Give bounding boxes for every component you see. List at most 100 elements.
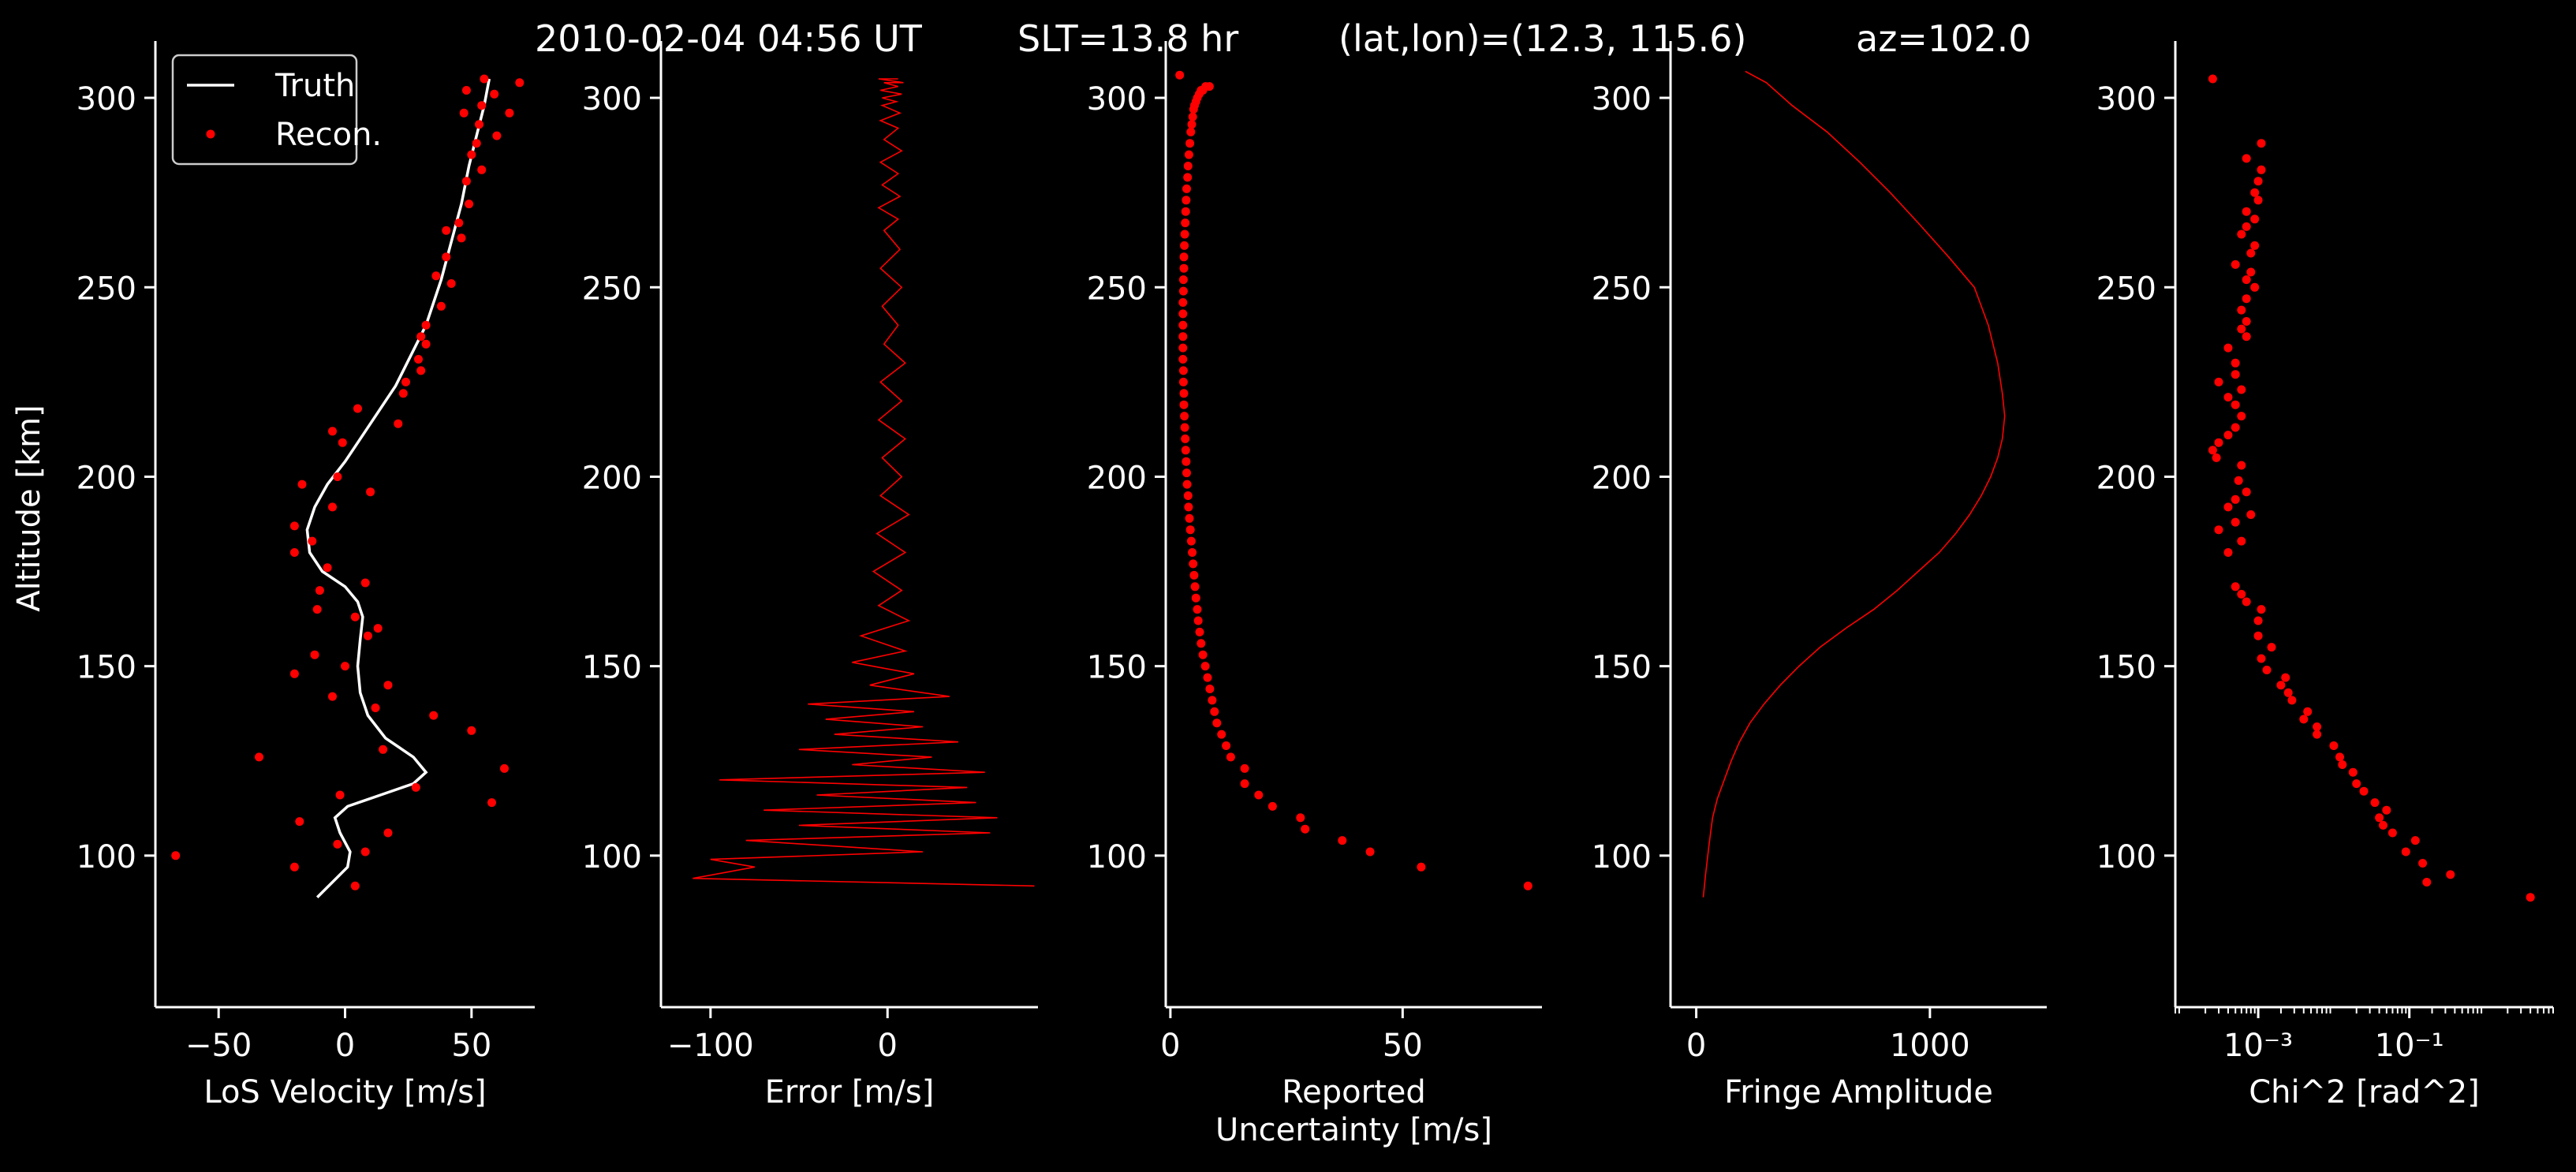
data-point [2237,412,2246,421]
y-tick-label: 300 [1592,81,1652,118]
data-point [1417,862,1426,872]
data-point [2231,582,2240,592]
data-point [457,233,466,243]
data-point [2526,893,2535,902]
data-point [401,377,410,386]
panel-5: 100 150 200 250 300 10⁻³ 10⁻¹ Chi^2 [rad^2] [2096,41,2554,1110]
x-axis-label: Uncertainty [m/s] [1215,1112,1492,1148]
data-point [1217,730,1226,739]
data-point [289,548,299,557]
data-point [2257,165,2266,174]
data-point [446,279,456,288]
data-point [371,704,380,712]
truth-line [305,78,491,898]
data-point [1189,570,1199,580]
data-point [383,828,393,838]
data-point [1296,813,1305,823]
data-point [2253,196,2263,205]
data-point [1338,836,1347,845]
data-point [366,487,375,497]
data-point [2281,673,2290,682]
data-point [1185,513,1194,523]
y-tick-label: 200 [582,460,642,496]
legend-label: Truth [274,68,355,104]
x-axis-label: LoS Velocity [m/s] [203,1074,486,1110]
data-point [1203,673,1212,682]
data-point [295,817,304,827]
data-point [1178,343,1188,353]
data-point [1178,377,1188,386]
data-line [693,78,1035,887]
data-point [1523,881,1533,890]
data-point [467,726,476,735]
data-point [2223,431,2233,440]
data-point [2212,453,2221,462]
data-point [2276,681,2286,690]
data-point [1182,468,1191,478]
data-point [2246,267,2256,277]
data-point [1179,263,1189,273]
data-point [1188,112,1197,121]
data-point [1181,434,1190,443]
data-point [2242,597,2251,607]
data-point [1182,184,1191,193]
data-point [323,563,332,573]
y-tick-label: 250 [2096,271,2156,307]
data-point [442,252,451,262]
y-tick-label: 300 [582,81,642,118]
x-tick-label: −100 [667,1028,754,1064]
data-point [411,782,420,792]
data-point [1208,696,1217,705]
data-point [416,332,426,342]
data-point [2242,294,2251,304]
data-point [421,339,431,349]
title-az: az=102.0 [1856,17,2032,60]
data-point [2231,517,2240,527]
data-point [1190,582,1200,592]
data-point [1240,763,1249,773]
data-point [289,669,299,678]
data-point [1178,298,1188,307]
data-point [2382,805,2391,815]
data-point [475,120,483,129]
data-point [2418,859,2428,868]
data-point [2237,461,2246,470]
data-point [1222,741,1231,750]
data-point [2410,836,2420,845]
data-point [360,578,370,588]
data-point [2250,282,2260,292]
data-point [2237,589,2246,599]
legend-recon-swatch [206,129,215,139]
data-point [1178,309,1188,319]
data-point [477,101,487,110]
data-point [2250,188,2260,197]
data-point [459,108,469,118]
data-point [2250,241,2260,250]
data-point [1178,355,1188,364]
y-axis-label: Altitude [km] [11,405,47,611]
y-tick-label: 100 [77,839,136,875]
data-point [2242,487,2251,497]
data-point [2208,446,2217,455]
data-point [1186,536,1196,546]
data-point [2446,870,2455,879]
data-point [338,438,347,447]
data-point [2223,343,2233,353]
data-point [1181,207,1190,216]
data-point [328,502,337,512]
title-datetime: 2010-02-04 04:56 UT [535,17,922,60]
data-point [2257,139,2266,148]
data-point [2214,377,2223,386]
data-point [1301,824,1310,834]
data-point [1210,707,1219,716]
data-point [1179,252,1189,262]
data-point [1182,480,1192,489]
data-point [2352,779,2361,789]
data-point [515,78,525,88]
data-point [2234,476,2243,485]
data-point [2223,393,2233,402]
data-point [2231,400,2240,409]
data-point [1181,218,1190,228]
x-tick-label: 0 [1686,1028,1706,1064]
